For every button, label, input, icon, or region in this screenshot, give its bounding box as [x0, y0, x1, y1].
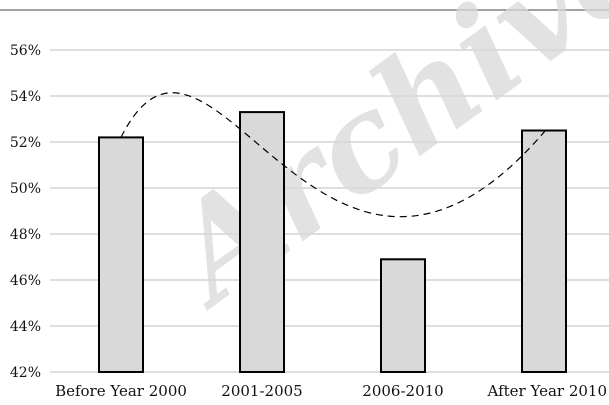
bar	[239, 111, 285, 373]
y-tick-label: 48%	[10, 227, 41, 243]
y-tick-label: 42%	[10, 365, 41, 381]
bar	[521, 129, 567, 373]
y-tick-label: 54%	[10, 89, 41, 105]
bars	[98, 111, 567, 373]
y-tick-label: 52%	[10, 135, 41, 151]
y-tick-label: 44%	[10, 319, 41, 335]
bar	[380, 258, 426, 373]
x-category-label: 2006-2010	[362, 382, 443, 400]
y-axis-tick-labels: 42% 44% 46% 48% 50% 52% 54% 56%	[10, 43, 41, 381]
bar	[98, 136, 144, 373]
x-category-label: Before Year 2000	[55, 382, 187, 400]
x-category-label: After Year 2010	[487, 382, 608, 400]
y-tick-label: 46%	[10, 273, 41, 289]
x-category-label: 2001-2005	[221, 382, 302, 400]
trend-line	[120, 92, 549, 218]
y-tick-label: 56%	[10, 43, 41, 59]
x-axis-category-labels: Before Year 2000 2001-2005 2006-2010 After …	[55, 382, 607, 400]
y-tick-label: 50%	[10, 181, 41, 197]
